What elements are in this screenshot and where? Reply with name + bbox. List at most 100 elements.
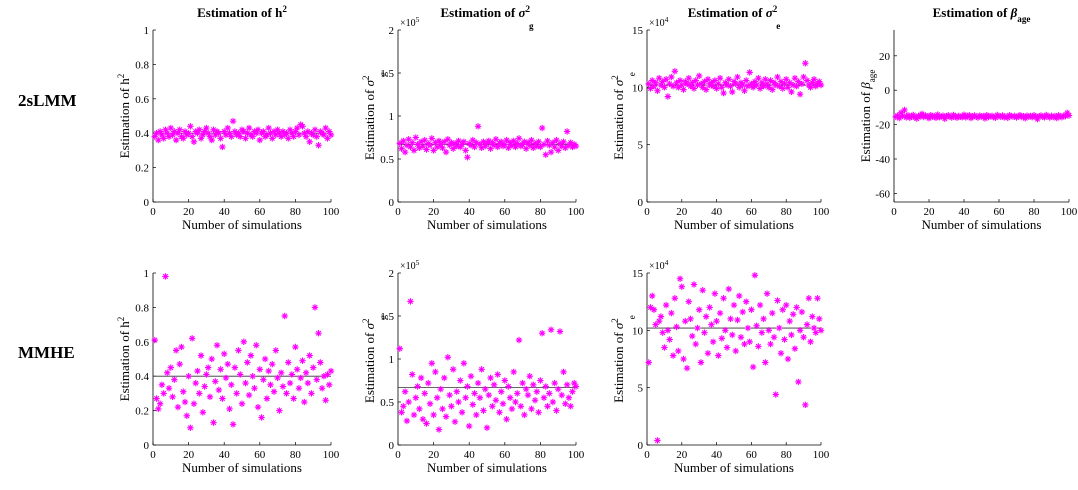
data-point (729, 331, 736, 339)
data-point (433, 143, 441, 151)
data-point (245, 124, 253, 132)
data-point (494, 371, 501, 378)
data-point (469, 401, 476, 408)
data-point (267, 381, 274, 388)
data-point (696, 306, 703, 313)
data-point (498, 388, 505, 395)
data-point (519, 379, 526, 387)
y-tick-label: 0 (144, 197, 150, 209)
data-point (751, 272, 759, 279)
data-point (426, 142, 434, 149)
y-tick-label: 20 (879, 51, 891, 63)
data-point (701, 329, 708, 336)
x-tick-label: 100 (568, 449, 585, 461)
data-point (715, 80, 722, 88)
data-point (228, 133, 235, 140)
axis-exponent: ×104 (649, 15, 669, 30)
x-tick-label: 40 (711, 206, 723, 218)
chart-title: Estimation of σ2g (440, 4, 534, 31)
y-tick-label: 5 (638, 383, 644, 395)
data-point (215, 386, 223, 394)
y-tick-label: 0 (638, 440, 644, 452)
data-point (482, 385, 489, 393)
y-axis-label: Estimation of σ2e (610, 315, 637, 403)
data-point (483, 424, 491, 431)
data-point (197, 352, 205, 359)
data-point (746, 69, 753, 76)
data-point (417, 374, 425, 382)
data-point (769, 86, 776, 93)
axis-exponent: ×104 (649, 258, 669, 273)
data-point (180, 388, 187, 395)
data-point (676, 275, 684, 282)
data-point (647, 304, 654, 311)
data-point (741, 87, 748, 94)
data-point (702, 313, 710, 320)
data-point (185, 373, 192, 380)
data-point (514, 390, 521, 397)
data-point (563, 128, 571, 135)
data-point (426, 400, 434, 407)
data-point (736, 292, 743, 300)
data-point (680, 86, 687, 93)
x-tick-label: 0 (150, 449, 156, 461)
y-tick-label: 0 (389, 197, 395, 209)
data-point (318, 385, 326, 392)
data-point (508, 405, 516, 413)
data-point (706, 304, 713, 311)
data-point (803, 321, 811, 328)
data-point (683, 364, 691, 372)
data-point (802, 60, 809, 67)
data-point (304, 379, 312, 387)
data-point (720, 295, 727, 302)
y-tick-label: 15 (632, 25, 644, 37)
x-tick-label: 100 (323, 206, 340, 218)
x-axis-label: Number of simulations (427, 217, 547, 232)
data-point (311, 304, 319, 311)
data-point (210, 419, 217, 426)
data-point (492, 397, 500, 404)
data-point (812, 329, 819, 336)
data-point (290, 395, 297, 402)
data-point (442, 413, 450, 420)
data-point (748, 80, 755, 88)
x-tick-label: 80 (290, 206, 302, 218)
x-tick-label: 0 (644, 449, 650, 461)
data-point (765, 84, 772, 91)
data-point (807, 338, 814, 345)
data-point (531, 397, 539, 404)
data-point (795, 78, 802, 85)
data-point (490, 381, 498, 388)
data-point (756, 85, 764, 92)
data-point (510, 137, 517, 145)
y-tick-label: 1.5 (380, 68, 394, 80)
y-tick-label: 0.2 (135, 406, 149, 418)
data-point (327, 131, 335, 139)
data-point (237, 133, 244, 140)
data-point (174, 403, 182, 411)
data-point (547, 326, 555, 333)
data-point (190, 400, 198, 407)
x-tick-label: 60 (994, 206, 1006, 218)
data-point (299, 357, 306, 364)
data-point (805, 295, 813, 302)
x-tick-label: 40 (219, 449, 231, 461)
data-point (203, 371, 210, 378)
data-point (249, 373, 256, 380)
data-point (533, 388, 541, 395)
x-axis-label: Number of simulations (427, 460, 547, 475)
data-point (572, 142, 580, 150)
data-point (563, 381, 571, 388)
data-point (664, 327, 672, 334)
data-point (238, 400, 246, 407)
data-point (217, 366, 224, 373)
data-point (702, 86, 710, 93)
data-point (711, 290, 719, 297)
data-point (253, 130, 260, 137)
x-tick-label: 20 (924, 206, 936, 218)
x-tick-label: 60 (254, 449, 266, 461)
data-point (791, 74, 799, 82)
data-point (560, 138, 567, 145)
data-point (276, 407, 283, 414)
data-point (297, 374, 304, 382)
